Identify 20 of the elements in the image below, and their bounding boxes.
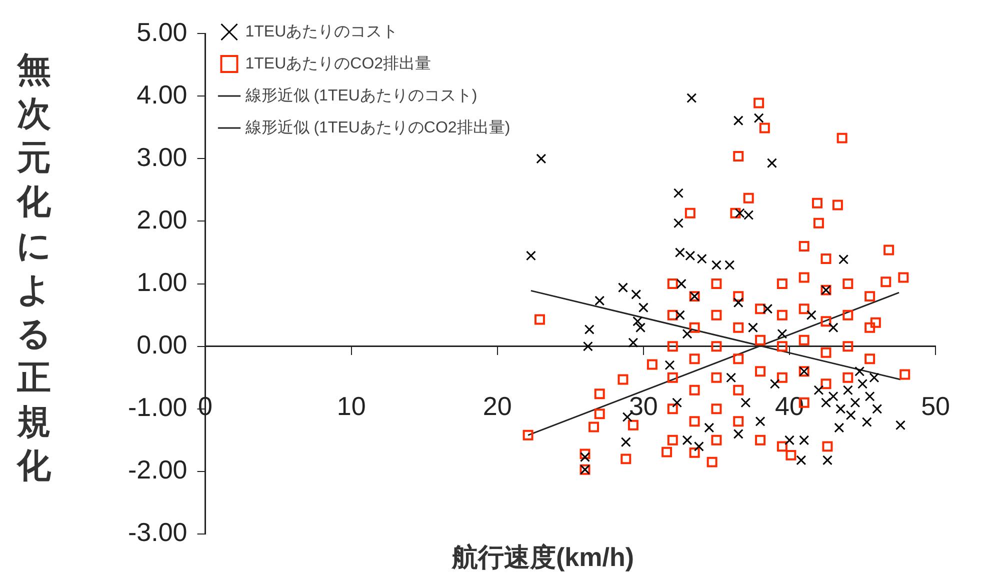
y-tick-label: 3.00 (136, 142, 188, 172)
y-tick-label: 1.00 (136, 266, 188, 297)
y-tick-label: -1.00 (128, 392, 188, 422)
y-tick-label: 0.00 (136, 330, 188, 360)
x-tick-label: 20 (482, 391, 512, 422)
y-tick-label: 2.00 (136, 204, 188, 234)
x-tick-label: 50 (921, 391, 950, 422)
x-tick-label: 40 (775, 391, 804, 422)
legend-label: 1TEUあたりのコスト (245, 23, 398, 40)
x-axis-title: 航行速度(km/h) (452, 542, 634, 572)
x-tick-label: 10 (336, 391, 366, 422)
y-tick-label: -2.00 (128, 454, 188, 485)
y-tick-label: 5.00 (136, 16, 188, 47)
text: 無次元化による正規化 (16, 51, 52, 485)
x-tick-label: 30 (628, 391, 658, 422)
legend-label: 線形近似 (1TEUあたりのCO2排出量) (244, 118, 510, 136)
y-tick-label: 4.00 (136, 79, 188, 110)
legend-label: 1TEUあたりのCO2排出量 (245, 54, 432, 72)
legend-label: 線形近似 (1TEUあたりのコスト) (244, 86, 478, 104)
y-tick-label: -3.00 (128, 517, 188, 548)
